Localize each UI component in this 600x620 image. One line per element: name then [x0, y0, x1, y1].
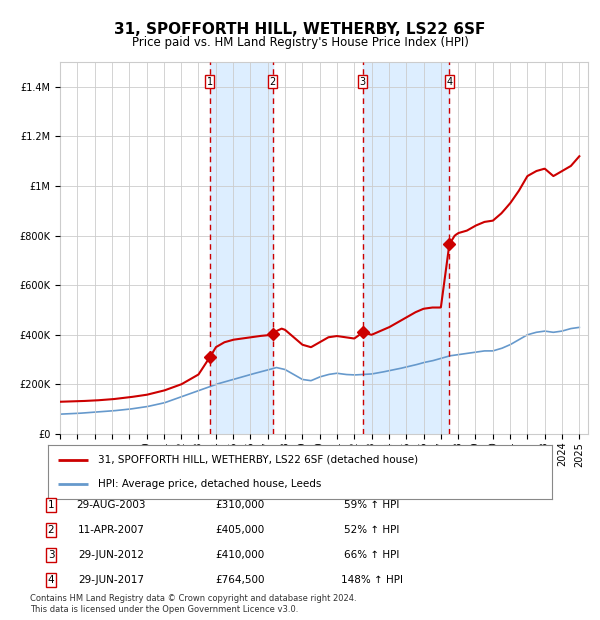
Text: 59% ↑ HPI: 59% ↑ HPI — [344, 500, 400, 510]
Text: 4: 4 — [446, 77, 452, 87]
Text: £310,000: £310,000 — [215, 500, 265, 510]
Text: 52% ↑ HPI: 52% ↑ HPI — [344, 525, 400, 535]
Text: £410,000: £410,000 — [215, 550, 265, 560]
Text: 31, SPOFFORTH HILL, WETHERBY, LS22 6SF: 31, SPOFFORTH HILL, WETHERBY, LS22 6SF — [115, 22, 485, 37]
Text: Price paid vs. HM Land Registry's House Price Index (HPI): Price paid vs. HM Land Registry's House … — [131, 36, 469, 49]
Text: 3: 3 — [47, 550, 55, 560]
Text: 2: 2 — [47, 525, 55, 535]
Text: 4: 4 — [47, 575, 55, 585]
Text: 3: 3 — [360, 77, 366, 87]
Text: HPI: Average price, detached house, Leeds: HPI: Average price, detached house, Leed… — [98, 479, 322, 489]
Text: 29-JUN-2017: 29-JUN-2017 — [78, 575, 144, 585]
Bar — [363, 62, 449, 434]
Text: Contains HM Land Registry data © Crown copyright and database right 2024.
This d: Contains HM Land Registry data © Crown c… — [30, 595, 356, 614]
Text: £405,000: £405,000 — [215, 525, 265, 535]
Text: 148% ↑ HPI: 148% ↑ HPI — [341, 575, 403, 585]
Text: 2: 2 — [269, 77, 276, 87]
Text: 1: 1 — [207, 77, 213, 87]
Text: 11-APR-2007: 11-APR-2007 — [77, 525, 145, 535]
Bar — [210, 62, 272, 434]
Text: 31, SPOFFORTH HILL, WETHERBY, LS22 6SF (detached house): 31, SPOFFORTH HILL, WETHERBY, LS22 6SF (… — [98, 455, 419, 465]
Text: 66% ↑ HPI: 66% ↑ HPI — [344, 550, 400, 560]
Text: 29-JUN-2012: 29-JUN-2012 — [78, 550, 144, 560]
Text: 29-AUG-2003: 29-AUG-2003 — [76, 500, 146, 510]
Text: 1: 1 — [47, 500, 55, 510]
Text: £764,500: £764,500 — [215, 575, 265, 585]
